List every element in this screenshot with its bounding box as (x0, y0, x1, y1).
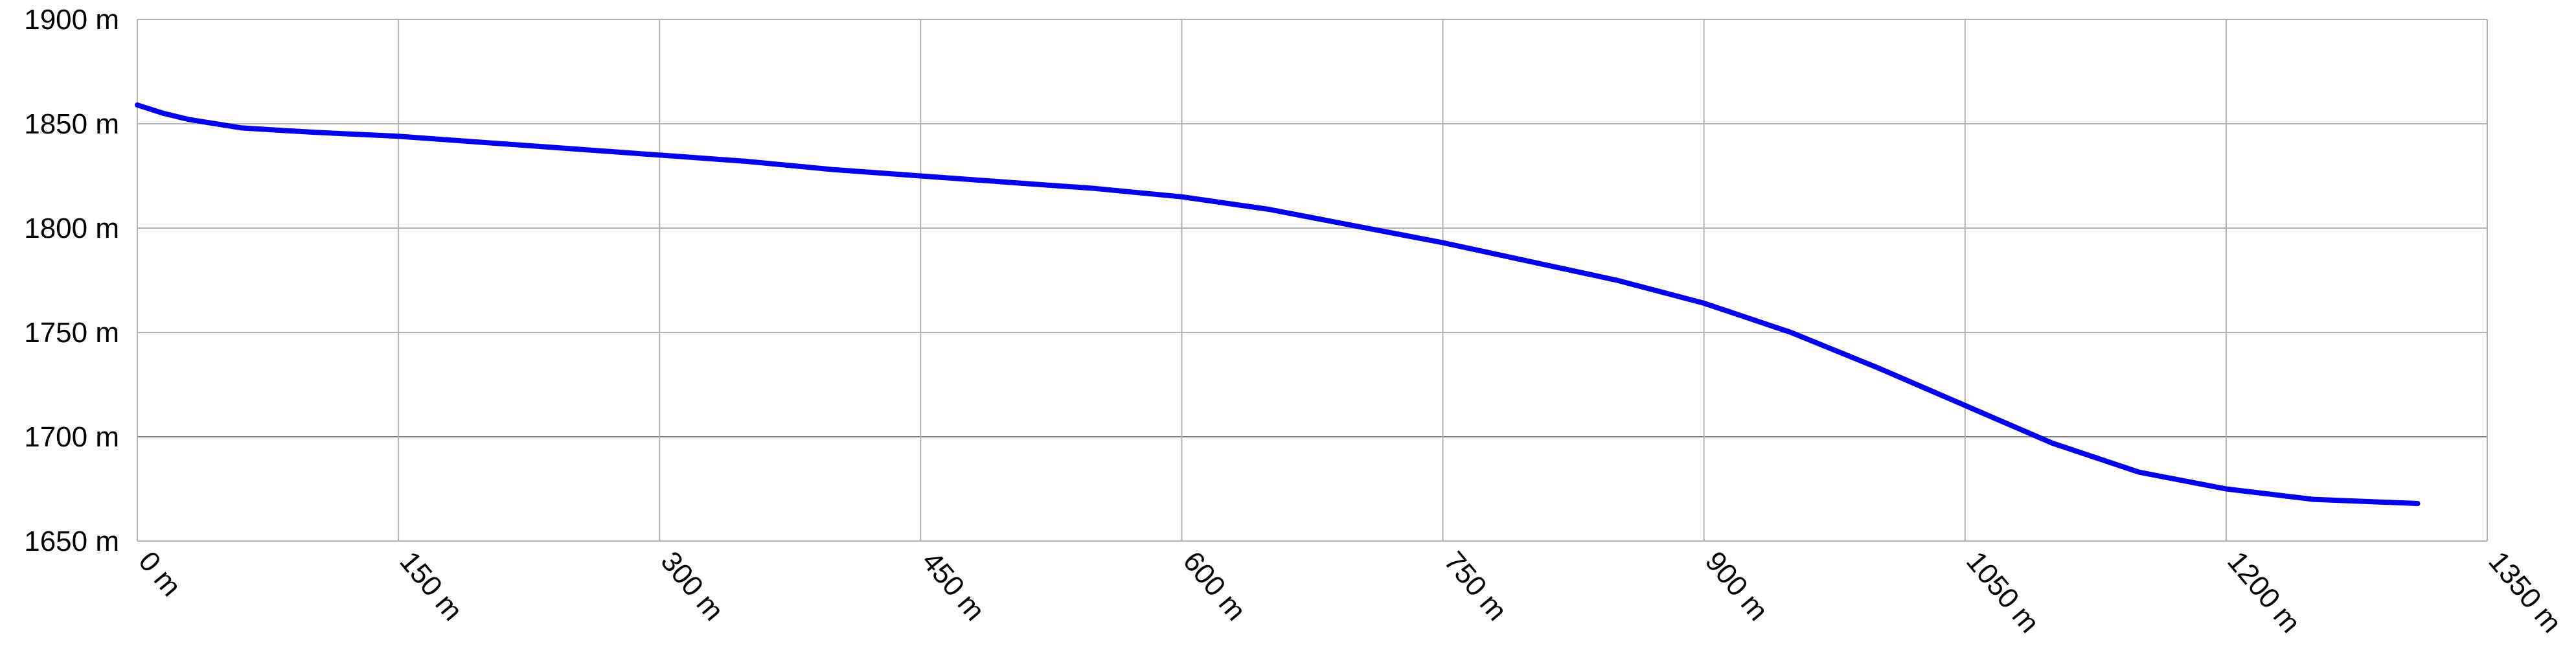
x-tick-label: 300 m (655, 546, 730, 627)
y-axis-ticks: 1650 m 1700 m 1750 m 1800 m 1850 m 1900 m (24, 4, 119, 557)
y-tick-label: 1850 m (24, 108, 119, 140)
y-tick-label: 1750 m (24, 317, 119, 349)
y-tick-label: 1700 m (24, 421, 119, 453)
grid (137, 19, 2488, 542)
x-tick-label: 1050 m (1960, 546, 2046, 639)
x-tick-label: 750 m (1438, 546, 1513, 627)
x-tick-label: 1200 m (2221, 546, 2307, 639)
x-tick-label: 600 m (1177, 546, 1252, 627)
y-tick-label: 1650 m (24, 526, 119, 557)
series-layer (135, 102, 2421, 506)
elevation-series-line (135, 102, 2421, 506)
y-tick-label: 1800 m (24, 213, 119, 244)
y-tick-label: 1900 m (24, 4, 119, 36)
x-tick-label: 450 m (916, 546, 991, 627)
x-tick-label: 0 m (132, 546, 187, 603)
x-tick-label: 900 m (1699, 546, 1774, 627)
x-tick-label: 150 m (393, 546, 468, 627)
x-tick-label: 1350 m (2482, 546, 2568, 639)
x-axis-ticks: 0 m 150 m 300 m 450 m 600 m 750 m 900 m 1050 m 1… (132, 546, 2568, 639)
